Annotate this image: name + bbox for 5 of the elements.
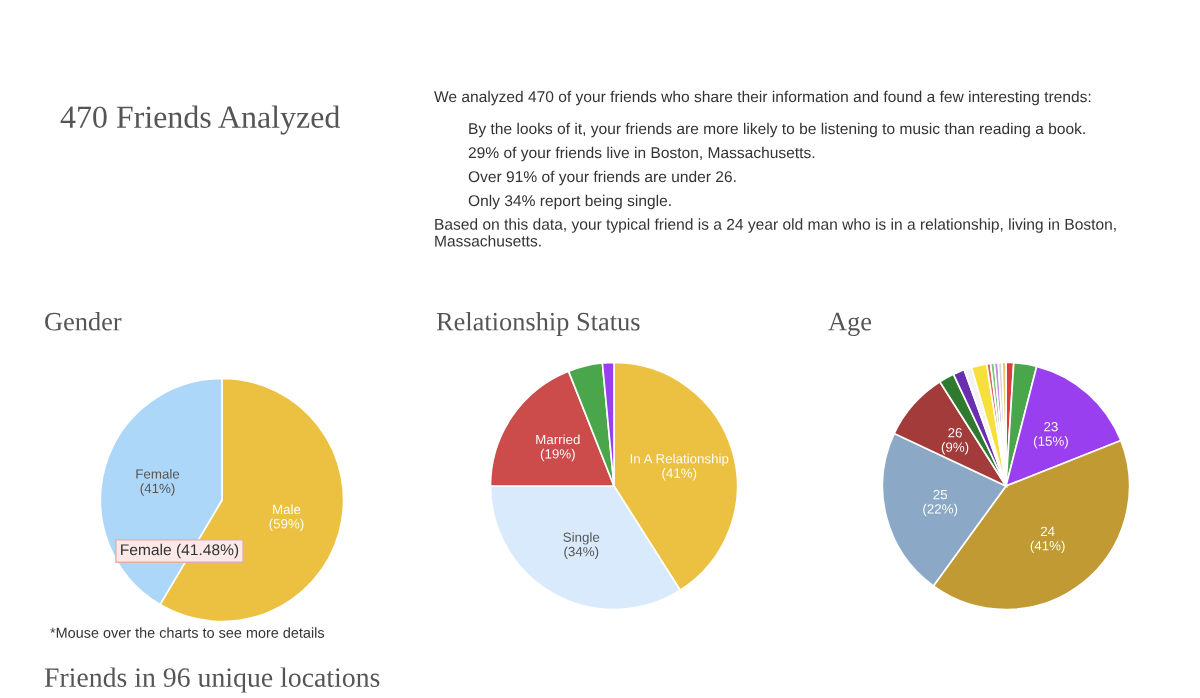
text: 470 Friends Analyzed [60,105,340,135]
chart-title: Relationship Status [436,312,640,336]
text: Friends in 96 unique locations [44,667,380,693]
chart-title: Age [828,312,872,336]
chart-title: Gender [45,312,122,331]
